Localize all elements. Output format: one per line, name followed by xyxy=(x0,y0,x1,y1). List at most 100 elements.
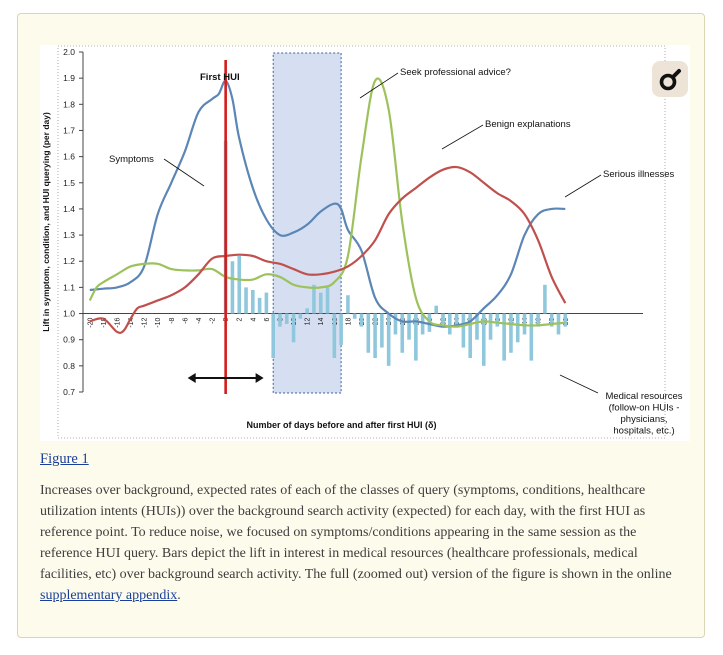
medical-resources-bar xyxy=(325,287,330,314)
medical-resources-bar xyxy=(563,313,568,327)
x-tick-label: -16 xyxy=(114,317,121,327)
x-tick-label: 2 xyxy=(237,317,244,321)
x-axis-label: Number of days before and after first HU… xyxy=(247,420,437,430)
y-tick-label: 1.3 xyxy=(63,230,75,240)
x-tick-label: -2 xyxy=(210,317,217,323)
x-tick-label: -18 xyxy=(101,317,108,327)
medical-resources-bar xyxy=(332,313,337,358)
x-tick-label: 6 xyxy=(264,317,271,321)
x-tick-label: 4 xyxy=(250,317,257,321)
serious-annotation: Serious illnesses xyxy=(603,169,675,180)
medical-resources-bar xyxy=(495,313,500,327)
x-tick-label: 12 xyxy=(305,317,312,325)
medical-resources-bar xyxy=(441,313,445,324)
x-tick-label: -12 xyxy=(142,317,149,327)
medical-pointer xyxy=(559,374,599,394)
y-tick-label: 1.1 xyxy=(63,282,75,292)
seek-advice-pointer xyxy=(359,72,399,99)
symptoms-line xyxy=(89,79,566,328)
medical-resources-bar xyxy=(359,313,364,327)
medical-resources-bar xyxy=(475,313,479,340)
y-tick-label: 1.8 xyxy=(63,99,75,109)
zoom-icon-handle xyxy=(671,69,681,79)
medical-resources-bar xyxy=(312,284,316,314)
x-tick-label: 14 xyxy=(318,317,325,325)
medical-resources-bar xyxy=(461,313,466,348)
medical-resources-bar xyxy=(237,256,242,314)
medical-resources-bar xyxy=(468,313,472,358)
x-tick-label: -20 xyxy=(87,317,94,327)
chart: 0.7 0.8 0.9 1.0 1.1 1.2 1.3 1.4 1.5 1.6 1.7 1.8 1.9 2… xyxy=(41,45,688,439)
medical-resources-bar xyxy=(536,313,540,327)
y-tick-label: 1.6 xyxy=(63,152,75,162)
medical-resources-bar xyxy=(291,313,296,343)
medical-resources-bar xyxy=(352,313,357,319)
figure-image[interactable]: 0.7 0.8 0.9 1.0 1.1 1.2 1.3 1.4 1.5 1.6 1.7 1.8 1.9 2… xyxy=(40,45,690,441)
supplementary-appendix-link[interactable]: supplementary appendix xyxy=(40,588,178,603)
symptoms-pointer xyxy=(163,158,205,187)
medical-resources-bar xyxy=(420,313,425,335)
serious-illnesses-line xyxy=(89,165,567,334)
y-tick-label: 1.4 xyxy=(63,204,75,214)
x-tick-label: -6 xyxy=(182,317,189,323)
medical-annotation-line: physicians, xyxy=(621,414,668,425)
y-tick-label: 0.8 xyxy=(63,361,75,371)
x-tick-label: -4 xyxy=(196,317,203,323)
medical-resources-bar xyxy=(454,313,459,327)
medical-resources-bar xyxy=(264,292,269,314)
figure-card: 0.7 0.8 0.9 1.0 1.1 1.2 1.3 1.4 1.5 1.6 1.7 1.8 1.9 2… xyxy=(17,13,705,638)
y-tick-label: 1.5 xyxy=(63,178,75,188)
y-tick-label: 1.0 xyxy=(63,309,75,319)
medical-resources-bar xyxy=(434,305,439,314)
benign-pointer xyxy=(441,124,484,150)
medical-resources-bar xyxy=(414,313,418,361)
medical-resources-bar xyxy=(502,313,506,361)
figure-frame xyxy=(57,45,666,439)
y-tick-label: 0.7 xyxy=(63,387,75,397)
seek-advice-annotation: Seek professional advice? xyxy=(400,67,511,78)
caption-text: Increases over background, expected rate… xyxy=(40,483,672,582)
medical-resources-bar xyxy=(230,261,235,314)
zoom-icon-lens xyxy=(659,73,677,91)
medical-resources-bar xyxy=(251,290,255,314)
x-tick-label: 18 xyxy=(345,317,352,325)
medical-resources-bar xyxy=(448,313,452,335)
medical-annotation-line: hospitals, etc.) xyxy=(613,426,674,437)
y-tick-label: 2.0 xyxy=(63,47,75,57)
arrow-head-right xyxy=(255,373,264,383)
medical-resources-bar xyxy=(298,313,303,319)
medical-resources-bar xyxy=(278,313,282,327)
benign-annotation: Benign explanations xyxy=(485,119,571,130)
shaded-region xyxy=(272,52,342,394)
benign-explanations-line xyxy=(88,77,566,328)
caption-end: . xyxy=(177,588,181,603)
y-tick-label: 1.2 xyxy=(63,256,75,266)
y-tick-label: 1.9 xyxy=(63,73,75,83)
medical-resources-bar xyxy=(393,313,398,335)
medical-resources-bar xyxy=(488,313,493,340)
medical-resources-bar xyxy=(380,313,384,348)
medical-resources-bar xyxy=(509,313,513,353)
medical-resources-bar xyxy=(366,313,371,353)
y-tick-label: 0.9 xyxy=(63,335,75,345)
medical-resources-bar xyxy=(386,313,391,366)
y-axis-label: Lift in symptom, condition, and HUI quer… xyxy=(41,112,51,332)
x-tick-label: -10 xyxy=(155,317,162,327)
medical-resources-bar xyxy=(522,313,527,335)
medical-resources-bar xyxy=(543,284,547,314)
medical-resources-bar xyxy=(284,313,289,324)
medical-resources-bar xyxy=(373,313,377,358)
medical-resources-bar xyxy=(407,313,411,340)
serious-pointer xyxy=(564,174,602,198)
medical-annotation-line: Medical resources xyxy=(605,391,682,402)
medical-resources-bar xyxy=(549,313,554,327)
y-tick-label: 1.7 xyxy=(63,125,75,135)
figure-link[interactable]: Figure 1 xyxy=(40,451,89,467)
medical-resources-bar xyxy=(339,313,343,345)
medical-resources-bar xyxy=(305,308,309,314)
medical-resources-bar xyxy=(400,313,405,353)
zoom-icon-bg xyxy=(652,61,688,97)
figure-caption: Increases over background, expected rate… xyxy=(40,480,680,606)
medical-resources-bar xyxy=(529,313,534,361)
zoom-tool-icon xyxy=(652,61,688,97)
